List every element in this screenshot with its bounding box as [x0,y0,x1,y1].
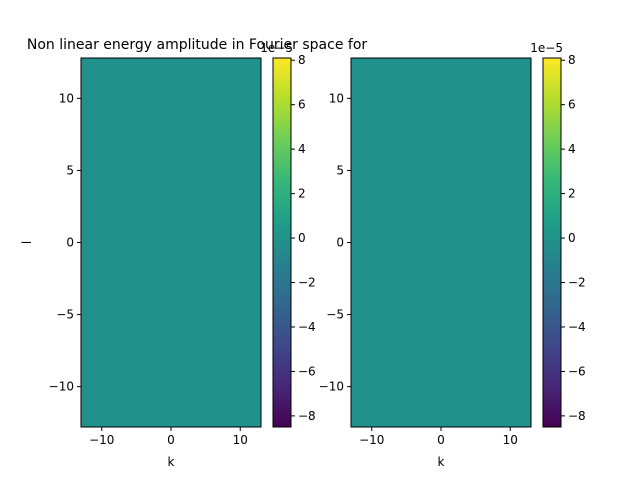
y-tick-label: −5 [326,308,344,322]
x-tick-label: −10 [359,433,384,447]
colorbar-tick-label: −2 [568,276,586,290]
colorbar-tick-label: 2 [568,187,576,201]
y-tick-label: −10 [49,380,74,394]
colorbar-offset-text: 1e−5 [530,41,563,55]
panel-1: −10 0 10 −10 −5 0 5 10 k l −8 −6 −4 −2 0 2 4 6 8 1e−5 [20,41,316,469]
colorbar-tick-label: 2 [298,187,306,201]
colorbar [273,58,291,427]
y-tick-label: 5 [336,163,344,177]
x-axis-label: k [168,455,175,469]
center-feature [439,241,443,244]
x-tick-label: 10 [233,433,248,447]
y-tick-label: 0 [336,236,344,250]
colorbar-tick-label: 6 [298,98,306,112]
x-tick-label: 0 [167,433,175,447]
colorbar-tick-label: −6 [298,364,316,378]
colorbar-tick-label: 0 [298,231,306,245]
colorbar-tick-label: −4 [298,320,316,334]
colorbar-offset-text: 1e−5 [260,41,293,55]
center-feature [169,241,173,244]
y-tick-label: −5 [56,308,74,322]
colorbar-tick-label: 4 [298,142,306,156]
y-tick-label: 0 [66,236,74,250]
y-tick-label: 5 [66,163,74,177]
x-axis-label: k [438,455,445,469]
colorbar-tick-label: 8 [298,53,306,67]
colorbar-tick-label: −6 [568,364,586,378]
y-axis-label: l [20,241,34,244]
y-tick-label: 10 [59,91,74,105]
colorbar [543,58,561,427]
colorbar-tick-label: 4 [568,142,576,156]
x-tick-label: 10 [503,433,518,447]
colorbar-tick-label: 6 [568,98,576,112]
colorbar-tick-label: −2 [298,276,316,290]
panel-2: −10 0 10 −10 −5 0 5 10 k −8 −6 −4 −2 0 2 4 6 8 1e−5 [319,41,586,469]
x-tick-label: −10 [89,433,114,447]
colorbar-tick-label: 8 [568,53,576,67]
colorbar-frame [542,57,562,428]
y-tick-label: 10 [329,91,344,105]
y-tick-label: −10 [319,380,344,394]
colorbar-tick-label: −8 [298,409,316,423]
colorbar-tick-label: −4 [568,320,586,334]
colorbar-frame [272,57,292,428]
x-tick-label: 0 [437,433,445,447]
colorbar-tick-label: −8 [568,409,586,423]
chart-title: Non linear energy amplitude in Fourier s… [27,37,368,53]
colorbar-tick-label: 0 [568,231,576,245]
